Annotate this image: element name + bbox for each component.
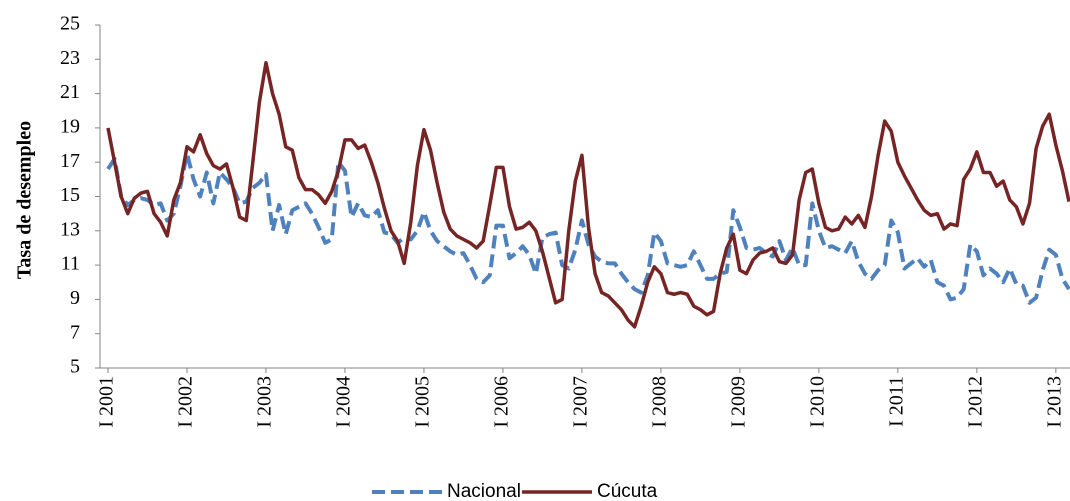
x-tick-label: I 2008 <box>648 376 670 428</box>
x-tick-label: I 2013 <box>1043 376 1065 428</box>
y-tick-label: 13 <box>60 218 80 240</box>
x-tick-label: I 2005 <box>412 376 434 428</box>
legend-label: Cúcuta <box>597 481 658 501</box>
y-tick-label: 15 <box>60 184 80 206</box>
x-tick-label: I 2009 <box>727 376 749 428</box>
line-series <box>106 60 1070 329</box>
x-tick-label: I 2011 <box>885 376 907 427</box>
y-tick-label: 9 <box>70 287 80 309</box>
line-series <box>106 151 1070 305</box>
x-tick-label: I 2010 <box>806 376 828 428</box>
x-tick-label: I 2012 <box>964 376 986 428</box>
y-tick-label: 25 <box>60 13 80 35</box>
y-tick-label: 7 <box>70 321 80 343</box>
x-tick-label: I 2007 <box>570 376 592 428</box>
y-tick-label: 5 <box>70 356 80 378</box>
x-tick-label: I 2003 <box>254 376 276 428</box>
x-tick-label: I 2002 <box>175 376 197 428</box>
y-axis-title: Tasa de desempleo <box>14 121 36 279</box>
y-tick-label: 11 <box>61 253 80 275</box>
x-tick-label: I 2006 <box>491 376 513 428</box>
legend-label: Nacional <box>447 481 521 501</box>
y-tick-label: 17 <box>60 150 80 172</box>
y-tick-label: 19 <box>60 115 80 137</box>
x-tick-label: I 2001 <box>96 376 118 428</box>
x-tick-label: I 2004 <box>333 376 355 428</box>
y-tick-label: 21 <box>60 81 80 103</box>
y-tick-label: 23 <box>60 47 80 69</box>
